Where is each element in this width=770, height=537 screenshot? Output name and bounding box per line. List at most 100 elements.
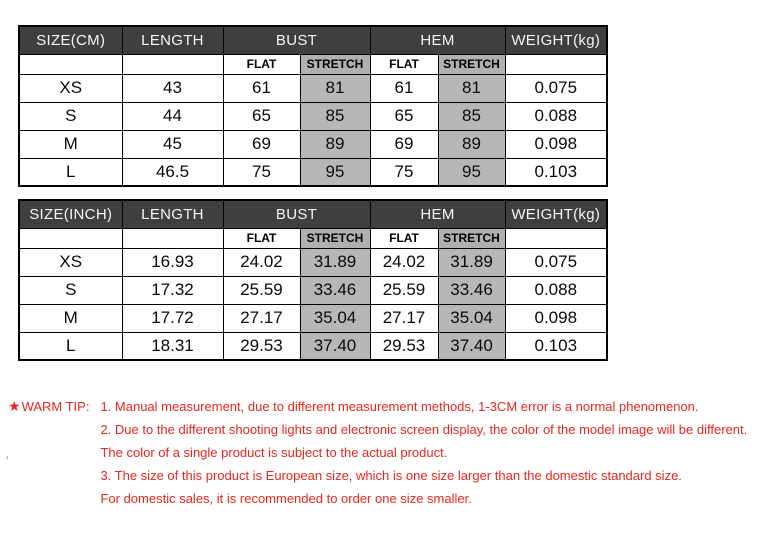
cell-hem-stretch: 81	[437, 73, 506, 103]
row-cm-xs: XS 43 61 81 61 81 0.075	[18, 73, 608, 103]
tip-line-2: 2. Due to the different shooting lights …	[100, 422, 748, 437]
cell-size: S	[18, 101, 123, 131]
cell-weight: 0.098	[504, 129, 608, 159]
star-icon: ★	[8, 398, 21, 414]
cell-weight: 0.088	[504, 101, 608, 131]
subheader-empty-length	[121, 227, 224, 249]
subheader-empty-weight	[504, 227, 608, 249]
cell-bust-stretch: 95	[299, 157, 371, 187]
cell-hem-flat: 25.59	[369, 275, 439, 305]
cell-hem-flat: 27.17	[369, 303, 439, 333]
cell-size: M	[18, 303, 123, 333]
tip-line-1: 1. Manual measurement, due to different …	[100, 399, 699, 414]
header-weight: WEIGHT(kg)	[504, 199, 608, 229]
header-length: LENGTH	[121, 25, 224, 55]
cell-hem-flat: 29.53	[369, 331, 439, 361]
subheader-bust-stretch: STRETCH	[299, 227, 371, 249]
header-hem: HEM	[369, 25, 506, 55]
header-hem: HEM	[369, 199, 506, 229]
cell-weight: 0.075	[504, 247, 608, 277]
row-cm-s: S 44 65 85 65 85 0.088	[18, 101, 608, 131]
cell-length: 46.5	[121, 157, 224, 187]
row-cm-l: L 46.5 75 95 75 95 0.103	[18, 157, 608, 187]
cell-length: 17.72	[121, 303, 224, 333]
size-table-cm: SIZE(CM) LENGTH BUST HEM WEIGHT(kg) FLAT…	[18, 25, 609, 187]
warm-tip-lines: 1. Manual measurement, due to different …	[100, 395, 747, 510]
cell-bust-flat: 25.59	[222, 275, 301, 305]
cell-length: 17.32	[121, 275, 224, 305]
subheader-bust-flat: FLAT	[222, 53, 301, 75]
cell-bust-stretch: 85	[299, 101, 371, 131]
cell-size: L	[18, 331, 123, 361]
subheader-empty-size	[18, 53, 123, 75]
row-inch-m: M 17.72 27.17 35.04 27.17 35.04 0.098	[18, 303, 608, 333]
cell-size: XS	[18, 247, 123, 277]
cell-hem-stretch: 85	[437, 101, 506, 131]
cell-bust-stretch: 31.89	[299, 247, 371, 277]
cell-length: 45	[121, 129, 224, 159]
size-table-inch: SIZE(INCH) LENGTH BUST HEM WEIGHT(kg) FL…	[18, 199, 609, 361]
cell-weight: 0.103	[504, 331, 608, 361]
cell-weight: 0.088	[504, 275, 608, 305]
cell-length: 18.31	[121, 331, 224, 361]
cell-length: 43	[121, 73, 224, 103]
header-size-cm: SIZE(CM)	[18, 25, 123, 55]
header-bust: BUST	[222, 25, 371, 55]
subheader-hem-stretch: STRETCH	[437, 53, 506, 75]
warm-tip-section: ★WARM TIP: 1. Manual measurement, due to…	[8, 395, 747, 510]
subheader-hem-flat: FLAT	[369, 53, 439, 75]
cell-hem-stretch: 89	[437, 129, 506, 159]
subheader-hem-stretch: STRETCH	[437, 227, 506, 249]
warm-tip-label: ★WARM TIP:	[8, 395, 89, 418]
cell-hem-stretch: 95	[437, 157, 506, 187]
cell-bust-stretch: 81	[299, 73, 371, 103]
warm-tip-label-text: WARM TIP:	[21, 399, 90, 414]
cell-bust-flat: 27.17	[222, 303, 301, 333]
cell-bust-flat: 69	[222, 129, 301, 159]
tip-line-3: The color of a single product is subject…	[100, 445, 448, 460]
cell-hem-flat: 69	[369, 129, 439, 159]
tip-line-5: For domestic sales, it is recommended to…	[100, 491, 472, 506]
subheader-hem-flat: FLAT	[369, 227, 439, 249]
subheader-empty-weight	[504, 53, 608, 75]
cell-bust-flat: 65	[222, 101, 301, 131]
row-inch-l: L 18.31 29.53 37.40 29.53 37.40 0.103	[18, 331, 608, 361]
cell-size: L	[18, 157, 123, 187]
cell-weight: 0.103	[504, 157, 608, 187]
cell-weight: 0.098	[504, 303, 608, 333]
cell-hem-stretch: 33.46	[437, 275, 506, 305]
cell-hem-stretch: 37.40	[437, 331, 506, 361]
subheader-bust-stretch: STRETCH	[299, 53, 371, 75]
header-row-inch: SIZE(INCH) LENGTH BUST HEM WEIGHT(kg)	[18, 199, 608, 229]
cell-size: S	[18, 275, 123, 305]
header-length: LENGTH	[121, 199, 224, 229]
cell-bust-stretch: 37.40	[299, 331, 371, 361]
header-row-cm: SIZE(CM) LENGTH BUST HEM WEIGHT(kg)	[18, 25, 608, 55]
header-size-inch: SIZE(INCH)	[18, 199, 123, 229]
cell-hem-flat: 61	[369, 73, 439, 103]
cell-bust-flat: 24.02	[222, 247, 301, 277]
header-bust: BUST	[222, 199, 371, 229]
tip-line-4: 3. The size of this product is European …	[100, 468, 682, 483]
cell-bust-flat: 29.53	[222, 331, 301, 361]
subheader-row-cm: FLAT STRETCH FLAT STRETCH	[18, 53, 608, 75]
cell-length: 16.93	[121, 247, 224, 277]
cell-weight: 0.075	[504, 73, 608, 103]
cell-bust-flat: 75	[222, 157, 301, 187]
subheader-empty-size	[18, 227, 123, 249]
subheader-bust-flat: FLAT	[222, 227, 301, 249]
subheader-empty-length	[121, 53, 224, 75]
cell-bust-flat: 61	[222, 73, 301, 103]
cell-bust-stretch: 33.46	[299, 275, 371, 305]
subheader-row-inch: FLAT STRETCH FLAT STRETCH	[18, 227, 608, 249]
header-weight: WEIGHT(kg)	[504, 25, 608, 55]
cell-size: M	[18, 129, 123, 159]
row-cm-m: M 45 69 89 69 89 0.098	[18, 129, 608, 159]
row-inch-s: S 17.32 25.59 33.46 25.59 33.46 0.088	[18, 275, 608, 305]
cell-hem-flat: 75	[369, 157, 439, 187]
row-inch-xs: XS 16.93 24.02 31.89 24.02 31.89 0.075	[18, 247, 608, 277]
stray-mark: ’	[6, 455, 9, 467]
cell-size: XS	[18, 73, 123, 103]
cell-bust-stretch: 35.04	[299, 303, 371, 333]
